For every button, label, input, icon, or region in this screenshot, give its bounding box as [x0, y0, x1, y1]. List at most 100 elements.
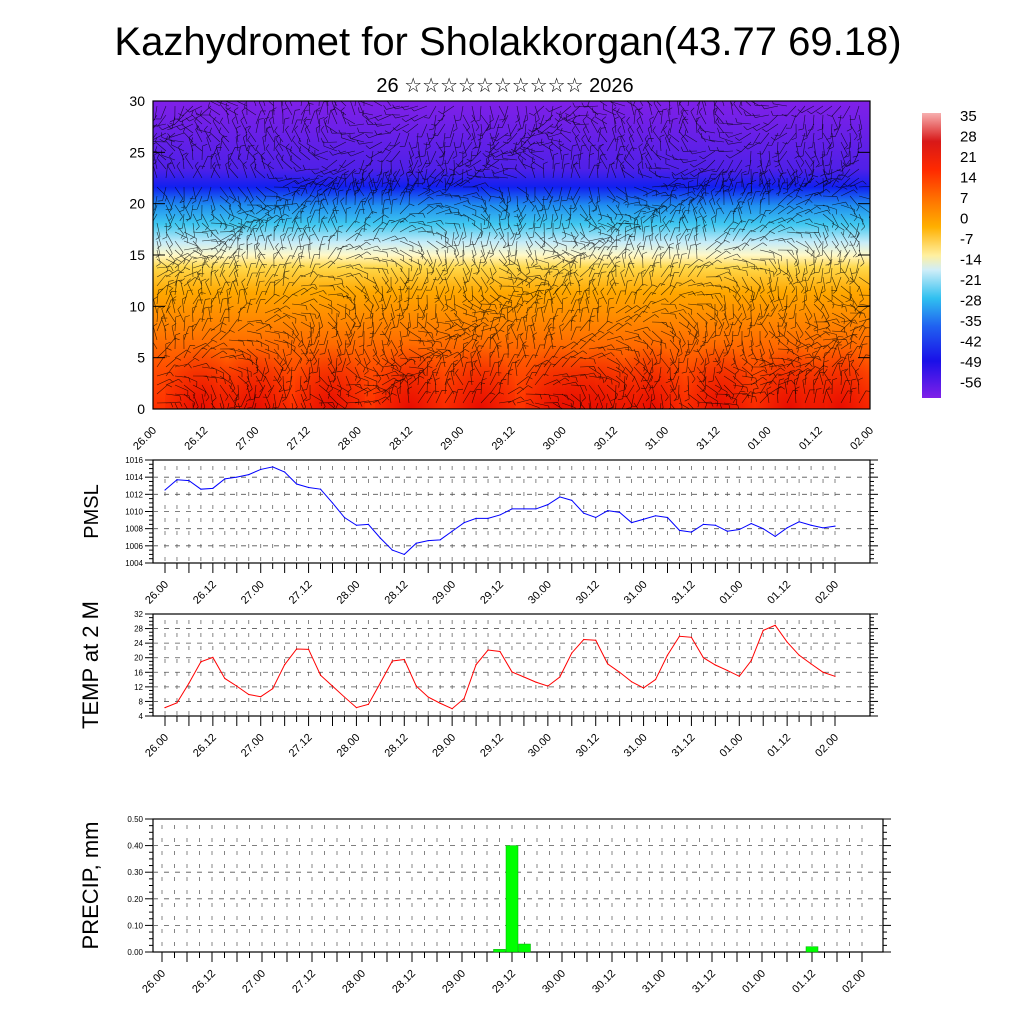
x-tick-label: 31.00	[643, 425, 671, 453]
data-point	[367, 523, 369, 525]
y-tick-label: 1004	[125, 559, 143, 568]
data-point	[176, 479, 178, 481]
data-point	[188, 682, 190, 684]
colorbar-label: 14	[960, 170, 977, 187]
data-point	[391, 549, 393, 551]
colorbar-label: 21	[960, 149, 977, 166]
data-point	[415, 685, 417, 687]
data-point	[451, 708, 453, 710]
data-point	[403, 553, 405, 556]
data-point	[200, 488, 202, 490]
data-point	[296, 648, 298, 650]
data-point	[595, 516, 597, 519]
x-tick-label: 30.12	[590, 968, 618, 996]
data-point	[391, 660, 393, 662]
wind-barbs	[153, 101, 870, 409]
data-point	[786, 527, 788, 529]
data-point	[547, 685, 549, 687]
y-tick-label: 20	[129, 196, 145, 212]
y-tick-label: 16	[134, 668, 143, 677]
x-tick-label: 28.00	[336, 425, 364, 453]
x-tick-label: 02.00	[840, 968, 868, 996]
x-tick-label: 26.00	[143, 732, 171, 760]
colorbar-label: -56	[960, 375, 982, 392]
data-point	[678, 635, 681, 637]
x-tick-label: 26.12	[191, 579, 219, 607]
y-tick-label: 0.10	[127, 921, 143, 930]
x-tick-label: 26.12	[191, 732, 219, 760]
data-point	[798, 521, 800, 523]
y-tick-label: 8	[139, 697, 144, 706]
data-point	[762, 629, 764, 631]
y-tick-label: 0.20	[127, 895, 143, 904]
data-point	[738, 675, 740, 677]
y-tick-label: 10	[129, 298, 145, 314]
data-point	[738, 528, 740, 531]
data-point	[260, 468, 262, 471]
y-tick-label: 1008	[125, 525, 143, 534]
x-tick-label: 29.00	[430, 579, 458, 607]
colorbar-label: 28	[960, 129, 977, 146]
x-tick-label: 28.00	[340, 968, 368, 996]
x-tick-label: 31.00	[622, 579, 650, 607]
data-point	[702, 657, 704, 659]
data-point	[571, 652, 573, 654]
precip-bar	[805, 946, 819, 953]
x-tick-label: 27.00	[240, 968, 268, 996]
precip-bar	[518, 943, 531, 953]
data-point	[224, 478, 226, 480]
data-point	[631, 681, 633, 683]
data-point	[523, 508, 525, 510]
y-axis-label: PRECIP, mm	[78, 822, 103, 950]
data-point	[654, 515, 657, 517]
x-tick-label: 31.12	[695, 425, 723, 453]
data-point	[343, 516, 346, 519]
x-tick-label: 27.12	[287, 579, 315, 607]
x-tick-label: 28.00	[335, 579, 363, 607]
data-point	[571, 499, 573, 501]
x-tick-label: 30.12	[574, 579, 602, 607]
data-point	[726, 530, 728, 532]
data-point	[654, 678, 657, 681]
x-tick-label: 28.00	[335, 732, 363, 760]
data-point	[822, 671, 824, 673]
data-point	[212, 487, 214, 489]
precipitation-chart: 0.00 0.10 0.20 0.30 0.40 0.50 PRECIP, mm 26.00 2…	[78, 815, 891, 996]
data-point	[272, 466, 274, 468]
data-point	[439, 539, 441, 541]
x-tick-label: 27.12	[290, 968, 318, 996]
data-point	[666, 654, 669, 656]
data-point	[535, 508, 537, 510]
data-point	[296, 483, 298, 485]
x-tick-label: 30.12	[574, 732, 602, 760]
data-point	[702, 523, 704, 525]
data-point	[224, 677, 226, 680]
data-point	[619, 671, 621, 673]
data-point	[774, 624, 776, 626]
data-point	[583, 512, 585, 514]
warm-cores	[165, 300, 870, 409]
data-point	[475, 517, 477, 519]
data-point	[690, 636, 693, 638]
x-tick-label: 27.00	[239, 579, 267, 607]
y-axis-label: PMSL	[81, 484, 103, 538]
y-tick-label: 32	[134, 610, 143, 619]
data-point	[331, 502, 334, 504]
y-tick-label: 20	[134, 654, 143, 663]
x-tick-label: 29.00	[440, 968, 468, 996]
data-point	[427, 696, 429, 698]
x-tick-label: 28.12	[390, 968, 418, 996]
data-point	[427, 540, 429, 542]
y-tick-label: 0	[137, 401, 145, 417]
data-point	[678, 529, 681, 531]
data-point	[319, 674, 322, 676]
colorbar-label: 0	[960, 211, 968, 228]
data-point	[355, 524, 358, 526]
x-tick-label: 01.12	[790, 968, 818, 996]
data-point	[403, 658, 405, 661]
data-point	[260, 696, 262, 698]
colorbar-label: -49	[960, 354, 982, 371]
y-tick-label: 15	[129, 247, 145, 263]
data-point	[499, 650, 501, 653]
x-tick-label: 31.00	[622, 732, 650, 760]
